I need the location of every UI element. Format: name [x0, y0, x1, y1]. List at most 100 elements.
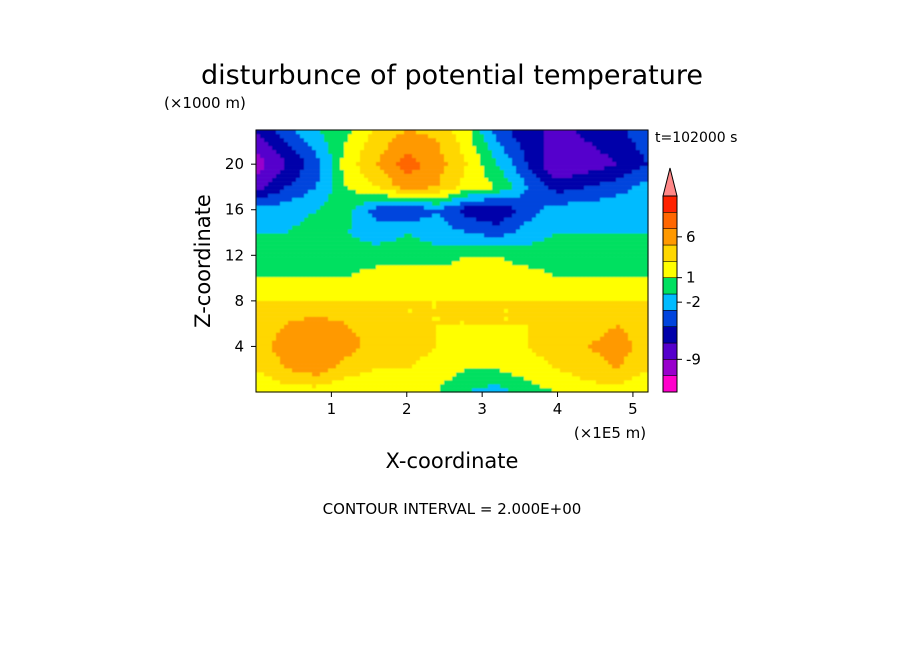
heatmap-cell — [348, 316, 353, 321]
heatmap-cell — [320, 336, 325, 341]
heatmap-cell — [484, 332, 489, 337]
heatmap-cell — [436, 189, 441, 194]
heatmap-cell — [464, 308, 469, 313]
heatmap-cell — [376, 328, 381, 333]
heatmap-cell — [444, 268, 449, 274]
heatmap-cell — [568, 229, 573, 234]
heatmap-cell — [380, 253, 385, 258]
heatmap-cell — [420, 272, 425, 278]
heatmap-cell — [368, 233, 373, 238]
heatmap-cell — [644, 376, 649, 381]
heatmap-cell — [620, 336, 625, 341]
heatmap-cell — [432, 308, 437, 313]
heatmap-cell — [300, 205, 305, 210]
heatmap-cell — [464, 229, 469, 234]
heatmap-cell — [312, 304, 317, 309]
heatmap-cell — [292, 193, 297, 198]
heatmap-cell — [492, 280, 497, 286]
heatmap-cell — [304, 328, 309, 333]
heatmap-cell — [364, 308, 369, 313]
heatmap-cell — [272, 257, 277, 262]
heatmap-cell — [528, 253, 533, 258]
heatmap-cell — [312, 280, 317, 286]
heatmap-cell — [340, 261, 345, 266]
heatmap-cell — [600, 312, 605, 317]
heatmap-cell — [396, 356, 401, 361]
heatmap-cell — [312, 388, 317, 393]
heatmap-cell — [456, 276, 461, 282]
heatmap-cell — [340, 197, 345, 202]
heatmap-cell — [592, 201, 597, 206]
heatmap-cell — [528, 316, 533, 321]
heatmap-cell — [280, 272, 285, 278]
heatmap-cell — [324, 272, 329, 278]
heatmap-cell — [292, 264, 297, 270]
heatmap-cell — [500, 328, 505, 333]
heatmap-cell — [368, 312, 373, 317]
heatmap-cell — [260, 209, 265, 214]
heatmap-cell — [412, 241, 417, 246]
heatmap-cell — [428, 340, 433, 345]
heatmap-cell — [288, 388, 293, 393]
heatmap-cell — [264, 308, 269, 313]
heatmap-cell — [540, 344, 545, 349]
heatmap-cell — [636, 364, 641, 369]
heatmap-cell — [628, 380, 633, 385]
heatmap-cell — [456, 261, 461, 266]
heatmap-cell — [256, 368, 261, 373]
heatmap-cell — [460, 356, 465, 361]
heatmap-cell — [516, 368, 521, 373]
heatmap-cell — [460, 193, 465, 198]
heatmap-cell — [476, 360, 481, 365]
heatmap-cell — [460, 376, 465, 381]
heatmap-cell — [312, 197, 317, 202]
heatmap-cell — [464, 280, 469, 286]
heatmap-cell — [308, 197, 313, 202]
heatmap-cell — [592, 372, 597, 377]
heatmap-cell — [484, 348, 489, 353]
heatmap-cell — [536, 288, 541, 294]
heatmap-cell — [572, 304, 577, 309]
heatmap-cell — [520, 304, 525, 309]
heatmap-cell — [328, 245, 333, 250]
heatmap-cell — [464, 189, 469, 194]
heatmap-cell — [360, 245, 365, 250]
heatmap-cell — [404, 272, 409, 278]
heatmap-cell — [376, 368, 381, 373]
heatmap-cell — [544, 296, 549, 301]
heatmap-cell — [296, 288, 301, 294]
heatmap-cell — [304, 320, 309, 325]
heatmap-cell — [332, 272, 337, 278]
heatmap-cell — [512, 324, 517, 329]
heatmap-cell — [476, 253, 481, 258]
heatmap-cell — [288, 213, 293, 218]
heatmap-cell — [500, 340, 505, 345]
heatmap-cell — [628, 320, 633, 325]
heatmap-cell — [580, 356, 585, 361]
heatmap-cell — [320, 292, 325, 297]
heatmap-cell — [280, 332, 285, 337]
heatmap-cell — [464, 356, 469, 361]
heatmap-cell — [460, 300, 465, 305]
heatmap-cell — [468, 372, 473, 377]
heatmap-cell — [288, 233, 293, 238]
heatmap-cell — [276, 352, 281, 357]
heatmap-cell — [520, 257, 525, 262]
heatmap-cell — [592, 284, 597, 290]
heatmap-cell — [308, 189, 313, 194]
heatmap-cell — [624, 328, 629, 333]
heatmap-cell — [288, 221, 293, 226]
heatmap-cell — [376, 213, 381, 218]
heatmap-cell — [360, 272, 365, 278]
heatmap-cell — [480, 384, 485, 389]
heatmap-cell — [336, 308, 341, 313]
heatmap-cell — [528, 205, 533, 210]
heatmap-cell — [620, 380, 625, 385]
heatmap-cell — [512, 352, 517, 357]
heatmap-cell — [336, 237, 341, 242]
heatmap-cell — [532, 245, 537, 250]
heatmap-cell — [636, 237, 641, 242]
heatmap-cell — [440, 229, 445, 234]
heatmap-cell — [488, 237, 493, 242]
heatmap-cell — [624, 197, 629, 202]
